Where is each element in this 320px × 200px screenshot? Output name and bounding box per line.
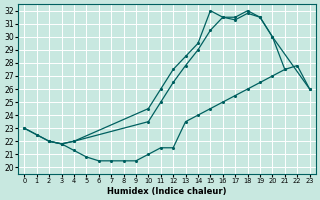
X-axis label: Humidex (Indice chaleur): Humidex (Indice chaleur) [107, 187, 227, 196]
